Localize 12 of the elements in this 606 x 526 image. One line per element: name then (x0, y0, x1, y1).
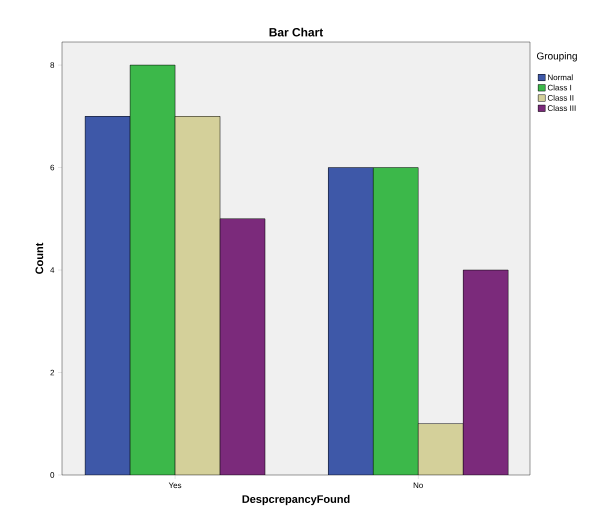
bar (220, 218, 266, 475)
x-axis-title: DespcrepancyFound (242, 494, 350, 506)
legend-title: Grouping (537, 52, 577, 62)
bar (418, 424, 464, 475)
bar (174, 116, 220, 475)
bar (84, 116, 130, 475)
chart-title: Bar Chart (270, 28, 324, 36)
bar (462, 270, 508, 475)
bar (130, 64, 176, 475)
bar (372, 167, 418, 475)
y-axis-title: Count (35, 242, 44, 274)
bar (328, 167, 374, 475)
